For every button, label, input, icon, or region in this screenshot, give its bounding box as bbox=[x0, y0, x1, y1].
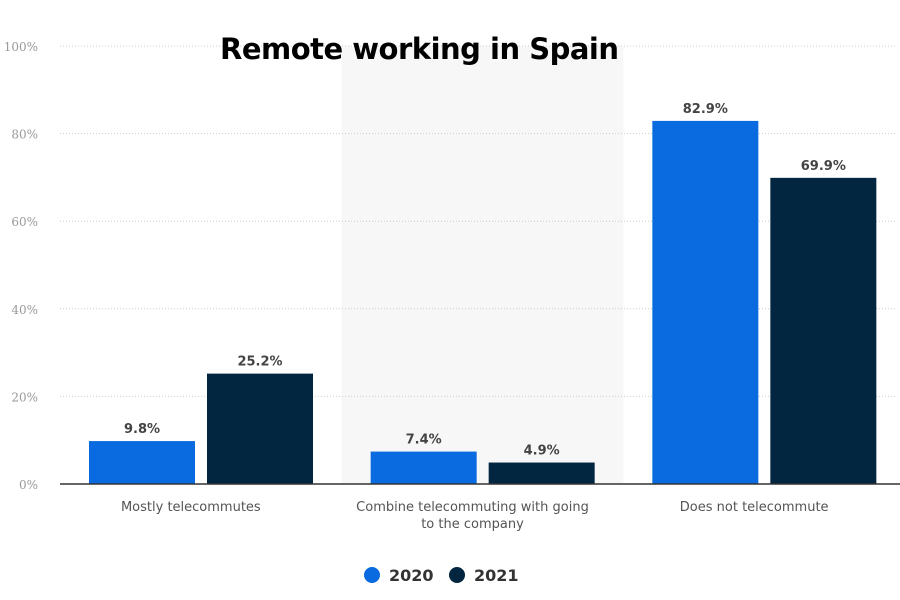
x-tick-label: Does not telecommute bbox=[680, 500, 829, 515]
chart-title: Remote working in Spain bbox=[220, 32, 619, 66]
y-tick-label: 40% bbox=[11, 303, 38, 317]
bar-2020 bbox=[370, 451, 477, 484]
legend-label: 2020 bbox=[389, 566, 434, 585]
bar-2021 bbox=[207, 373, 313, 484]
y-tick-label: 0% bbox=[19, 478, 38, 492]
legend-label: 2021 bbox=[474, 566, 519, 585]
y-tick-label: 20% bbox=[11, 390, 38, 404]
legend-marker-2020 bbox=[364, 567, 380, 583]
y-tick-label: 80% bbox=[11, 128, 38, 142]
data-label: 82.9% bbox=[683, 102, 728, 117]
y-tick-label: 100% bbox=[4, 40, 38, 54]
data-label: 7.4% bbox=[406, 433, 442, 448]
y-tick-label: 60% bbox=[11, 215, 38, 229]
legend-marker-2021 bbox=[449, 567, 465, 583]
x-tick-label: to the company bbox=[421, 517, 524, 532]
bar-2020 bbox=[89, 441, 195, 484]
data-label: 25.2% bbox=[237, 355, 282, 370]
data-label: 9.8% bbox=[124, 422, 160, 437]
x-tick-label: Mostly telecommutes bbox=[121, 500, 261, 515]
bar-2020 bbox=[652, 120, 759, 484]
x-tick-label: Combine telecommuting with going bbox=[356, 500, 589, 515]
highlight-band bbox=[341, 46, 624, 484]
data-label: 4.9% bbox=[524, 444, 560, 459]
bar-2021 bbox=[488, 462, 595, 484]
data-label: 69.9% bbox=[801, 159, 846, 174]
bar-2021 bbox=[770, 177, 877, 484]
